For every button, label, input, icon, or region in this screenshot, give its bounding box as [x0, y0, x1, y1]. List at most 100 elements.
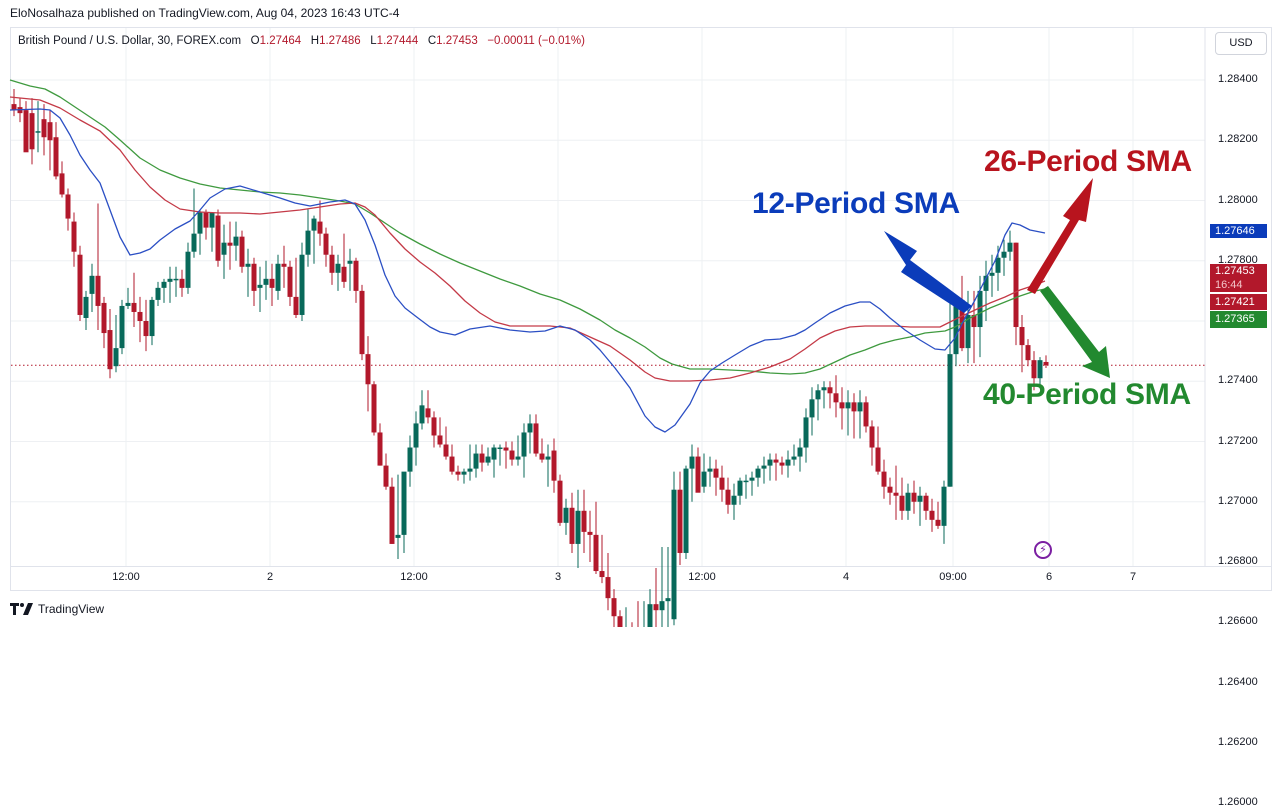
high-value: 1.27486 — [319, 35, 361, 47]
candle-body — [599, 571, 605, 578]
candlestick-chart[interactable] — [0, 0, 1281, 627]
candle-body — [815, 390, 821, 400]
price-tick-label: 1.27200 — [1218, 434, 1258, 447]
candle-body — [155, 287, 161, 300]
candle-body — [569, 507, 575, 544]
candle-body — [185, 251, 191, 288]
candle-body — [995, 257, 1001, 273]
candle-body — [893, 492, 899, 496]
candle-body — [161, 281, 167, 288]
candle-body — [293, 296, 299, 315]
candle-body — [449, 456, 455, 472]
candle-body — [905, 492, 911, 511]
candle-body — [737, 480, 743, 496]
price-tick-label: 1.27400 — [1218, 374, 1258, 387]
candle-body — [41, 119, 47, 138]
price-tick-label: 1.26200 — [1218, 735, 1258, 748]
candle-body — [653, 604, 659, 611]
candle-body — [383, 465, 389, 487]
sma12-price-tag: 1.27646 — [1210, 224, 1267, 238]
candle-body — [275, 263, 281, 291]
candle-body — [881, 471, 887, 487]
candle-body — [491, 447, 497, 460]
candle-body — [761, 465, 767, 469]
candle-body — [377, 432, 383, 466]
candle-body — [929, 510, 935, 520]
candle-body — [857, 402, 863, 412]
price-tick-label: 1.27800 — [1218, 253, 1258, 266]
candle-body — [695, 456, 701, 493]
symbol-title: British Pound / U.S. Dollar, 30, FOREX.c… — [18, 35, 242, 47]
close-value: 1.27453 — [436, 35, 478, 47]
candle-body — [365, 354, 371, 385]
price-tick-label: 1.26600 — [1218, 615, 1258, 628]
candle-body — [875, 447, 881, 472]
candle-body — [911, 492, 917, 502]
candle-body — [863, 402, 869, 427]
candle-body — [767, 459, 773, 466]
candle-body — [551, 450, 557, 481]
candle-body — [941, 486, 947, 526]
candle-body — [773, 459, 779, 463]
candle-body — [65, 194, 71, 219]
low-label: L — [370, 35, 377, 47]
candle-body — [29, 113, 35, 150]
candle-body — [1007, 242, 1013, 252]
candle-body — [809, 399, 815, 418]
sma40-price-tag: 1.27365 — [1210, 311, 1267, 328]
candle-body — [59, 173, 65, 195]
sma12-line — [9, 108, 1046, 433]
tradingview-brand[interactable]: TradingView — [10, 602, 104, 616]
candle-body — [353, 260, 359, 291]
candle-body — [89, 275, 95, 294]
candle-body — [413, 423, 419, 448]
candle-body — [269, 278, 275, 288]
close-label: C — [427, 35, 437, 47]
candle-body — [341, 266, 347, 282]
candle-body — [461, 471, 467, 475]
time-tick-label: 09:00 — [939, 571, 967, 583]
candle-body — [923, 495, 929, 511]
candle-body — [203, 212, 209, 228]
candle-body — [209, 212, 215, 228]
candle-body — [23, 110, 29, 153]
candle-body — [1043, 361, 1049, 366]
candle-body — [671, 489, 677, 620]
candle-body — [215, 215, 221, 261]
candle-body — [1013, 242, 1019, 328]
symbol-legend: British Pound / U.S. Dollar, 30, FOREX.c… — [18, 35, 585, 47]
candle-body — [251, 263, 257, 291]
time-tick-label: 2 — [266, 571, 274, 583]
candle-body — [149, 299, 155, 337]
candle-body — [827, 387, 833, 394]
candle-body — [971, 314, 977, 328]
candle-body — [731, 495, 737, 505]
candle-body — [305, 230, 311, 255]
candle-body — [833, 393, 839, 403]
candle-body — [197, 212, 203, 234]
currency-button[interactable]: USD — [1215, 32, 1267, 55]
candle-body — [53, 137, 59, 177]
lightning-event-icon[interactable]: ⚡ — [1034, 541, 1052, 559]
time-tick-label: 12:00 — [112, 571, 140, 583]
candle-body — [1019, 327, 1025, 346]
candle-body — [779, 462, 785, 466]
sma26-arrow-icon — [1027, 178, 1093, 294]
candle-body — [311, 218, 317, 231]
candle-body — [659, 601, 665, 611]
price-tick-label: 1.28200 — [1218, 133, 1258, 146]
candle-body — [1001, 251, 1007, 258]
candle-body — [935, 519, 941, 526]
candle-body — [287, 266, 293, 297]
candle-body — [545, 456, 551, 460]
candle-body — [113, 348, 119, 367]
sma26-line — [9, 96, 1046, 382]
candle-body — [983, 275, 989, 291]
high-label: H — [310, 35, 320, 47]
candle-body — [797, 447, 803, 457]
sma12-annotation: 12-Period SMA — [752, 187, 960, 220]
candle-body — [533, 423, 539, 454]
candle-body — [557, 480, 563, 523]
candle-body — [497, 447, 503, 450]
candle-body — [965, 314, 971, 349]
